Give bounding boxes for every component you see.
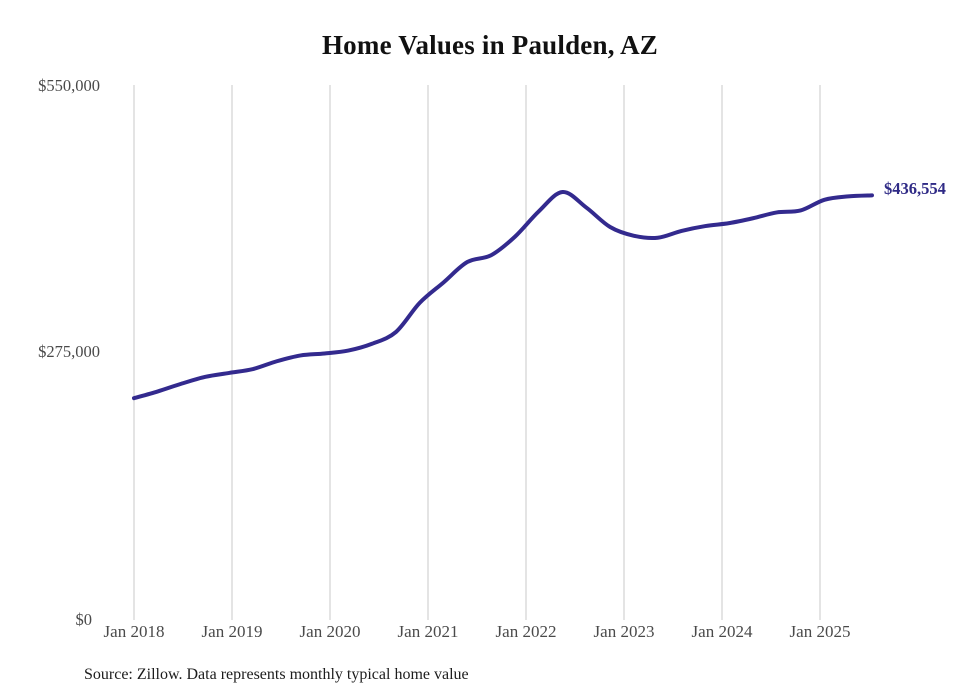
y-axis-tick-label-top: $550,000 [38, 76, 100, 95]
series-group [132, 190, 874, 401]
y-axis-tick-label-mid: $275,000 [38, 342, 100, 361]
gridlines [133, 85, 821, 620]
chart-title: Home Values in Paulden, AZ [321, 30, 659, 60]
x-axis-tick-label: Jan 2024 [691, 622, 753, 641]
end-value-annotation: $436,554 [884, 179, 946, 198]
x-axis-tick-label: Jan 2025 [789, 622, 851, 641]
x-axis-tick-label: Jan 2023 [593, 622, 655, 641]
x-axis-tick-label: Jan 2018 [103, 622, 165, 641]
source-note: Source: Zillow. Data represents monthly … [84, 666, 469, 683]
x-axis-tick-label: Jan 2022 [495, 622, 557, 641]
x-axis-tick-label: Jan 2020 [299, 622, 361, 641]
x-axis-tick-label: Jan 2019 [201, 622, 263, 641]
y-axis-tick-label-bottom: $0 [75, 610, 93, 629]
data-line [132, 190, 874, 401]
x-axis-tick-label: Jan 2021 [397, 622, 459, 641]
